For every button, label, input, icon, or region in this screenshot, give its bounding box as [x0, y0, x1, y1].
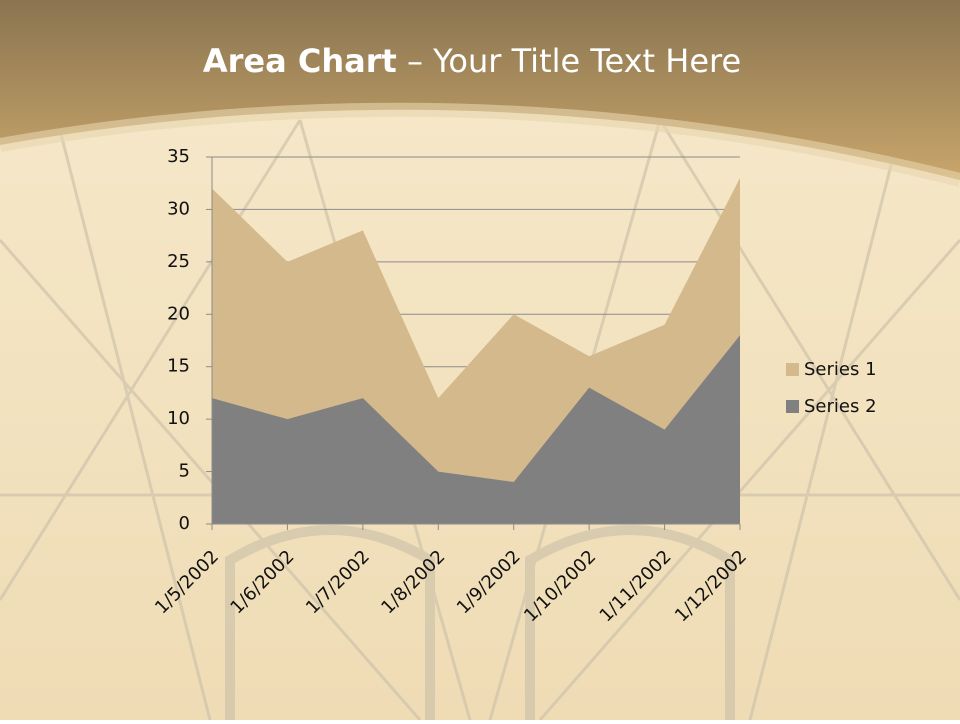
y-tick-label: 5 [179, 461, 190, 482]
title-rest: – Your Title Text Here [407, 42, 741, 80]
y-tick-label: 25 [167, 251, 190, 272]
legend-swatch [786, 363, 799, 376]
legend-label: Series 1 [804, 359, 877, 380]
legend-swatch [786, 400, 799, 413]
y-tick-label: 30 [167, 198, 190, 219]
y-tick-label: 35 [167, 146, 190, 167]
area [212, 335, 740, 524]
slide-title: Area Chart – Your Title Text Here [203, 42, 741, 80]
y-tick-label: 10 [167, 408, 190, 429]
y-tick-label: 20 [167, 303, 190, 324]
title-bold: Area Chart [203, 42, 397, 80]
header-band [0, 0, 960, 180]
bridge-cables [0, 119, 960, 721]
y-tick-label: 15 [167, 356, 190, 377]
header-edge [0, 102, 960, 187]
legend-label: Series 2 [804, 396, 877, 417]
y-tick-label: 0 [179, 513, 190, 534]
